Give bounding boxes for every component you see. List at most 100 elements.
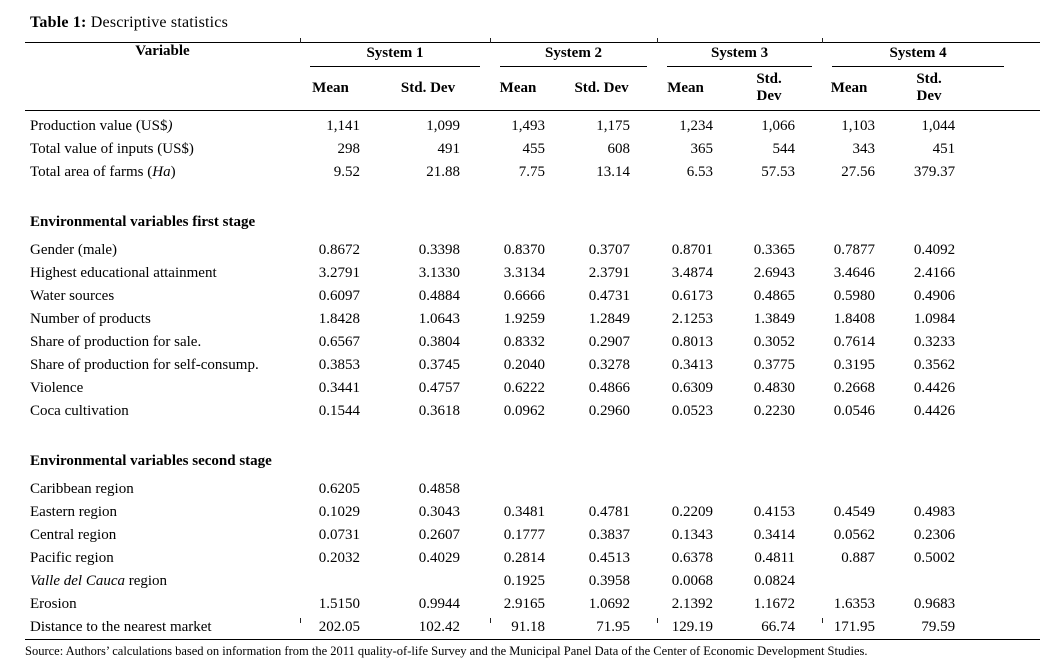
column-separator-tick (300, 618, 301, 623)
column-group-system-3: System 3 (657, 42, 823, 67)
cell-value: 1.0643 (418, 311, 461, 327)
cell-value: 3.3134 (503, 265, 546, 281)
table-title-text: Descriptive statistics (86, 14, 229, 31)
cell-value: 1,234 (679, 118, 714, 134)
cell-value: 0.7877 (833, 242, 876, 258)
cell-value: 0.6205 (318, 481, 360, 497)
cell-value: 1.8408 (833, 311, 876, 327)
cell-value: 3.2791 (318, 265, 360, 281)
section-header: Environmental variables first stage (30, 214, 256, 230)
cell-value: 0.2668 (833, 380, 876, 396)
cell-value: 0.4866 (588, 380, 631, 396)
column-separator-tick (490, 38, 491, 43)
cell-value: 0.3745 (418, 357, 461, 373)
column-header-mean: Mean (490, 67, 573, 111)
cell-value: 0.0523 (671, 403, 714, 419)
row-label: Valle del Cauca region (25, 570, 300, 593)
cell-value: 6.53 (686, 164, 714, 180)
cell-value: 0.4549 (833, 504, 876, 520)
row-label-segment: Production value (US$ (30, 118, 168, 134)
spacer-row (25, 423, 1040, 447)
cell-value: 0.3233 (913, 334, 956, 350)
cell-value: 0.0068 (671, 573, 714, 589)
cell-value: 0.1777 (503, 527, 546, 543)
cell-value: 1.5150 (318, 596, 360, 612)
column-separator-tick (822, 38, 823, 43)
cell-value (490, 478, 572, 501)
column-header-std-dev: Std. Dev (572, 67, 658, 111)
row-label: Gender (male) (30, 242, 118, 258)
cell-value: 0.8370 (503, 242, 546, 258)
cell-value: 3.4874 (671, 265, 714, 281)
column-separator-tick (657, 618, 658, 623)
column-header-std-dev: Std. Dev (395, 67, 491, 111)
cell-value: 0.2907 (588, 334, 631, 350)
column-separator-tick (657, 38, 658, 43)
column-group-system-2: System 2 (490, 42, 658, 67)
cell-value (657, 478, 742, 501)
cell-value: 0.4811 (754, 550, 796, 566)
cell-value: 0.5980 (833, 288, 876, 304)
cell-value (822, 478, 902, 501)
cell-value: 0.2814 (503, 550, 546, 566)
row-label-segment: ) (170, 164, 176, 180)
row-label: Violence (30, 380, 84, 396)
cell-value: 2.3791 (588, 265, 631, 281)
cell-value: 0.4781 (588, 504, 631, 520)
cell-value: 1.0984 (913, 311, 956, 327)
column-group-system-4: System 4 (822, 42, 1041, 67)
cell-value: 0.887 (841, 550, 876, 566)
cell-value: 0.3618 (418, 403, 461, 419)
cell-value: 0.8672 (318, 242, 360, 258)
cell-value: 91.18 (490, 616, 573, 640)
cell-value: 7.75 (518, 164, 546, 180)
table-container: Variable System 1 System 2 System 3 Syst… (25, 38, 1041, 640)
cell-value: 0.9944 (418, 596, 461, 612)
cell-value: 71.95 (572, 616, 658, 640)
cell-value: 202.05 (300, 616, 395, 640)
row-label-segment: region (124, 573, 168, 589)
cell-value: 1,103 (841, 118, 876, 134)
row-label: Total area of farms (Ha) (25, 161, 300, 184)
cell-value: 608 (607, 141, 631, 157)
row-label: Number of products (30, 311, 151, 327)
cell-value (572, 478, 657, 501)
cell-value: 13.14 (596, 164, 631, 180)
cell-value: 379.37 (913, 164, 956, 180)
row-label: Total value of inputs (US$) (30, 141, 194, 157)
spacer-row (25, 184, 1040, 208)
cell-value: 491 (437, 141, 461, 157)
cell-value: 2.1392 (671, 596, 714, 612)
column-group-system-1: System 1 (300, 42, 491, 67)
row-label: Pacific region (30, 550, 114, 566)
cell-value: 1,099 (426, 118, 461, 134)
table-title: Table 1: Descriptive statistics (30, 14, 1059, 32)
cell-value: 2.9165 (503, 596, 546, 612)
row-label: Share of production for self-consump. (30, 357, 259, 373)
table-title-label: Table 1: (30, 14, 87, 31)
table-body: Production value (US$) 1,141 1,099 1,493 1,1… (25, 111, 1041, 640)
column-header-mean: Mean (300, 67, 395, 111)
row-label: Eastern region (30, 504, 118, 520)
cell-value: 2.1253 (671, 311, 714, 327)
cell-value: 0.8332 (503, 334, 546, 350)
cell-value: 0.1029 (318, 504, 360, 520)
cell-value: 129.19 (657, 616, 743, 640)
cell-value: 1.0692 (588, 596, 631, 612)
cell-value: 0.1343 (671, 527, 714, 543)
cell-value (902, 478, 1040, 501)
system-3-label: System 3 (711, 45, 769, 61)
cell-value: 0.1544 (318, 403, 360, 419)
cell-value: 0.4153 (753, 504, 796, 520)
cell-value: 0.6666 (503, 288, 546, 304)
row-label-segment: Valle del Cauca (30, 573, 125, 589)
column-header-variable: Variable (25, 42, 300, 111)
column-separator-tick (822, 618, 823, 623)
cell-value: 0.2960 (588, 403, 631, 419)
cell-value: 1.9259 (503, 311, 546, 327)
cell-value: 1.1672 (753, 596, 796, 612)
row-label: Erosion (30, 596, 77, 612)
cell-value: 66.74 (742, 616, 823, 640)
cell-value (822, 570, 902, 593)
row-label-segment: ) (167, 118, 173, 134)
